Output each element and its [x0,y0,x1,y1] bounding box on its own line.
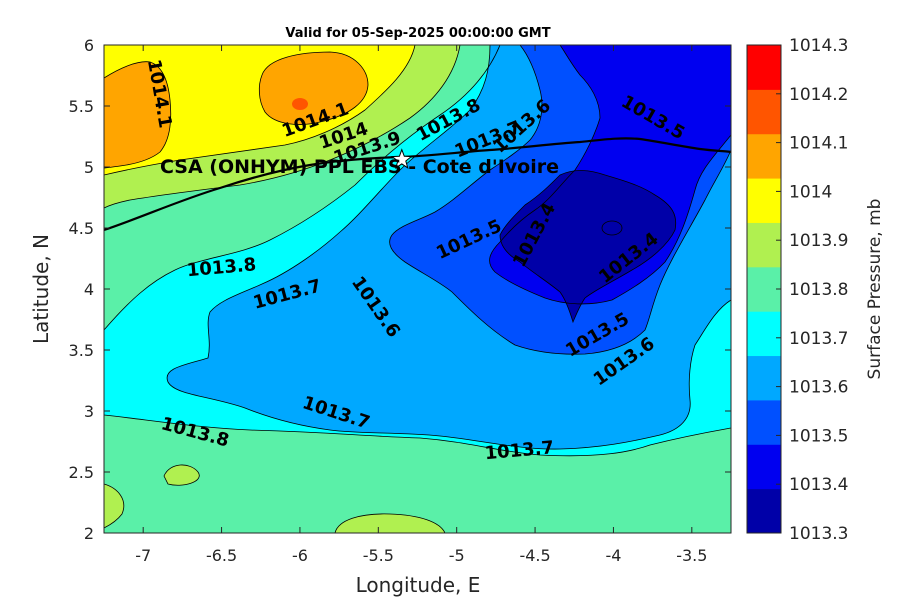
colorbar-swatch [747,266,781,312]
x-tick-label: -5.5 [363,546,394,565]
colorbar-tick-label: 1014 [789,182,832,202]
band-1013-8-south [104,415,731,533]
y-tick-label: 6 [84,36,94,55]
chart-title: Valid for 05-Sep-2025 00:00:00 GMT [285,26,550,41]
colorbar-tick-label: 1013.4 [789,475,848,495]
x-tick-label: -4.5 [519,546,550,565]
colorbar-tick-label: 1013.9 [789,231,848,251]
site-group: CSA (ONHYM) PPL EBS - Cote d'Ivoire [160,148,559,178]
band-1013-9-bottom [335,513,445,533]
colorbar-tick-label: 1014.2 [789,85,848,105]
y-axis: 2 2.5 3 3.5 4 4.5 5 5.5 6 [69,36,731,543]
band-1013-9-corner [104,484,124,528]
y-tick-label: 2.5 [69,463,94,482]
coastline [104,137,731,232]
y-tick-label: 4 [84,280,94,299]
y-tick-label: 2 [84,524,94,543]
x-tick-label: -6.5 [206,546,237,565]
colorbar-swatch [747,222,781,268]
site-star-marker [390,148,413,169]
colorbar-swatch [747,311,781,357]
x-tick-label: -7 [135,546,151,565]
band-1013-9-sw [164,464,200,486]
y-tick-label: 3.5 [69,341,94,360]
contour-field [104,45,731,533]
y-tick-label: 5.5 [69,97,94,116]
x-axis-label: Longitude, E [356,573,481,597]
colorbar-swatch [747,178,781,223]
colorbar-tick-label: 1013.3 [789,524,848,544]
y-tick-label: 5 [84,158,94,177]
colorbar-label: Surface Pressure, mb [865,199,885,380]
colorbar-swatch [747,488,781,534]
colorbar-swatch [747,444,781,490]
contour-lines [104,45,731,533]
band-1013-3-low [601,220,623,236]
band-1014-1-north [259,52,368,125]
colorbar-tick-label: 1013.5 [789,426,848,446]
colorbar-tick-label: 1013.6 [789,378,848,398]
band-1014-2-spot [292,98,308,110]
x-tick-label: -6 [292,546,308,565]
plot-title: Valid for 05-Sep-2025 00:00:00 GMT [285,26,550,41]
y-axis-label: Latitude, N [29,234,53,344]
colorbar-swatch [747,89,781,135]
colorbar-tick-label: 1013.7 [789,329,848,349]
y-tick-label: 4.5 [69,219,94,238]
x-tick-label: -4 [605,546,621,565]
band-1013-3 [500,170,676,322]
x-axis: -7 -6.5 -6 -5.5 -5 -4.5 -4 -3.5 [135,45,707,565]
colorbar-swatch [747,45,781,90]
band-1014-1-west [104,61,171,168]
colorbar-swatch [747,133,781,179]
colorbar-swatch [747,399,781,445]
colorbar-swatch [747,355,781,401]
x-tick-label: -5 [449,546,465,565]
colorbar-tick-label: 1014.1 [789,134,848,154]
colorbar-tick-label: 1013.8 [789,280,848,300]
x-tick-label: -3.5 [676,546,707,565]
colorbar: 1013.3 1013.4 1013.5 1013.6 1013.7 1013.8 1013… [746,36,848,544]
y-tick-label: 3 [84,402,94,421]
colorbar-tick-label: 1014.3 [789,36,848,56]
site-label: CSA (ONHYM) PPL EBS - Cote d'Ivoire [160,156,559,178]
